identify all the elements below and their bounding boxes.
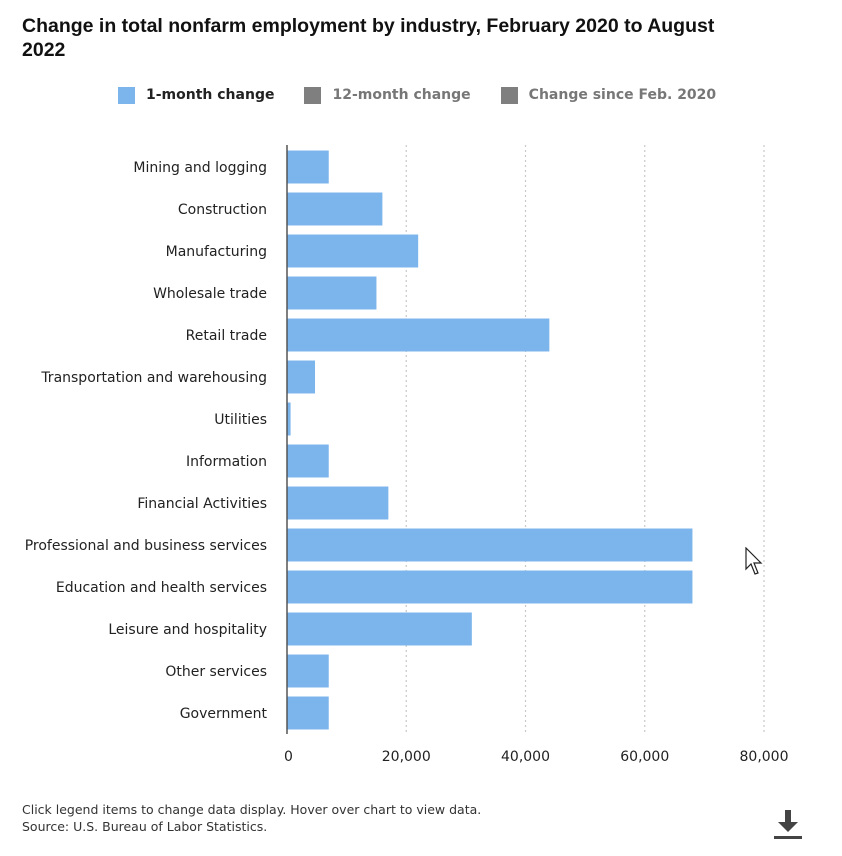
category-label: Professional and business services xyxy=(25,538,267,554)
chart-title: Change in total nonfarm employment by in… xyxy=(22,15,715,61)
category-label: Manufacturing xyxy=(166,244,267,260)
bar-professional-and-business-services[interactable] xyxy=(287,528,693,562)
bar-manufacturing[interactable] xyxy=(287,234,419,268)
legend-swatch-12-month xyxy=(304,86,322,104)
category-label: Leisure and hospitality xyxy=(108,622,267,638)
category-label: Retail trade xyxy=(186,328,267,344)
category-labels: Mining and logging Construction Manufactur… xyxy=(25,160,268,722)
x-tick-label: 20,000 xyxy=(382,749,431,765)
category-label: Transportation and warehousing xyxy=(40,370,267,386)
legend-label-12-month: 12-month change xyxy=(332,87,471,103)
bar-financial-activities[interactable] xyxy=(287,486,389,520)
bar-education-and-health-services[interactable] xyxy=(287,570,693,604)
bar-leisure-and-hospitality[interactable] xyxy=(287,612,472,646)
chart-legend: 1-month change 12-month change Change si… xyxy=(118,84,746,106)
legend-label-since-feb-2020: Change since Feb. 2020 xyxy=(528,87,717,103)
category-label: Government xyxy=(180,706,268,722)
bar-information[interactable] xyxy=(287,444,329,478)
legend-item-12-month-change[interactable]: 12-month change xyxy=(304,86,471,104)
x-tick-label: 0 xyxy=(284,749,293,765)
bar-wholesale-trade[interactable] xyxy=(287,276,377,310)
x-tick-labels: 0 20,000 40,000 60,000 80,000 xyxy=(284,749,789,765)
legend-swatch-1-month xyxy=(118,86,135,104)
category-label: Mining and logging xyxy=(133,160,267,176)
bar-retail-trade[interactable] xyxy=(287,318,550,352)
category-label: Wholesale trade xyxy=(153,286,267,302)
bar-other-services[interactable] xyxy=(287,654,329,688)
legend-swatch-since-feb-2020 xyxy=(500,86,518,104)
category-label: Education and health services xyxy=(56,580,267,596)
bar-chart[interactable]: Mining and logging Construction Manufactur… xyxy=(0,130,842,780)
legend-item-change-since-feb-2020[interactable]: Change since Feb. 2020 xyxy=(500,86,717,104)
x-tick-label: 60,000 xyxy=(620,749,669,765)
footer-note: Click legend items to change data displa… xyxy=(22,802,482,817)
chart-bars xyxy=(287,150,693,730)
mouse-pointer-icon xyxy=(745,547,763,575)
footer-source: Source: U.S. Bureau of Labor Statistics. xyxy=(22,819,268,834)
legend-item-1-month-change[interactable]: 1-month change xyxy=(118,86,275,104)
chart-footer: Click legend items to change data displa… xyxy=(22,801,481,835)
category-label: Construction xyxy=(178,202,267,218)
x-tick-label: 40,000 xyxy=(501,749,550,765)
category-label: Financial Activities xyxy=(137,496,267,512)
x-tick-label: 80,000 xyxy=(740,749,789,765)
legend-label-1-month: 1-month change xyxy=(146,87,275,103)
bar-government[interactable] xyxy=(287,696,329,730)
chart-gridlines xyxy=(405,145,765,734)
bar-construction[interactable] xyxy=(287,192,383,226)
bar-transportation-and-warehousing[interactable] xyxy=(287,360,316,394)
category-label: Other services xyxy=(165,664,267,680)
download-icon[interactable] xyxy=(772,808,804,842)
bar-mining-and-logging[interactable] xyxy=(287,150,329,184)
category-label: Information xyxy=(186,454,267,470)
category-label: Utilities xyxy=(214,412,267,428)
bar-utilities[interactable] xyxy=(287,402,291,436)
